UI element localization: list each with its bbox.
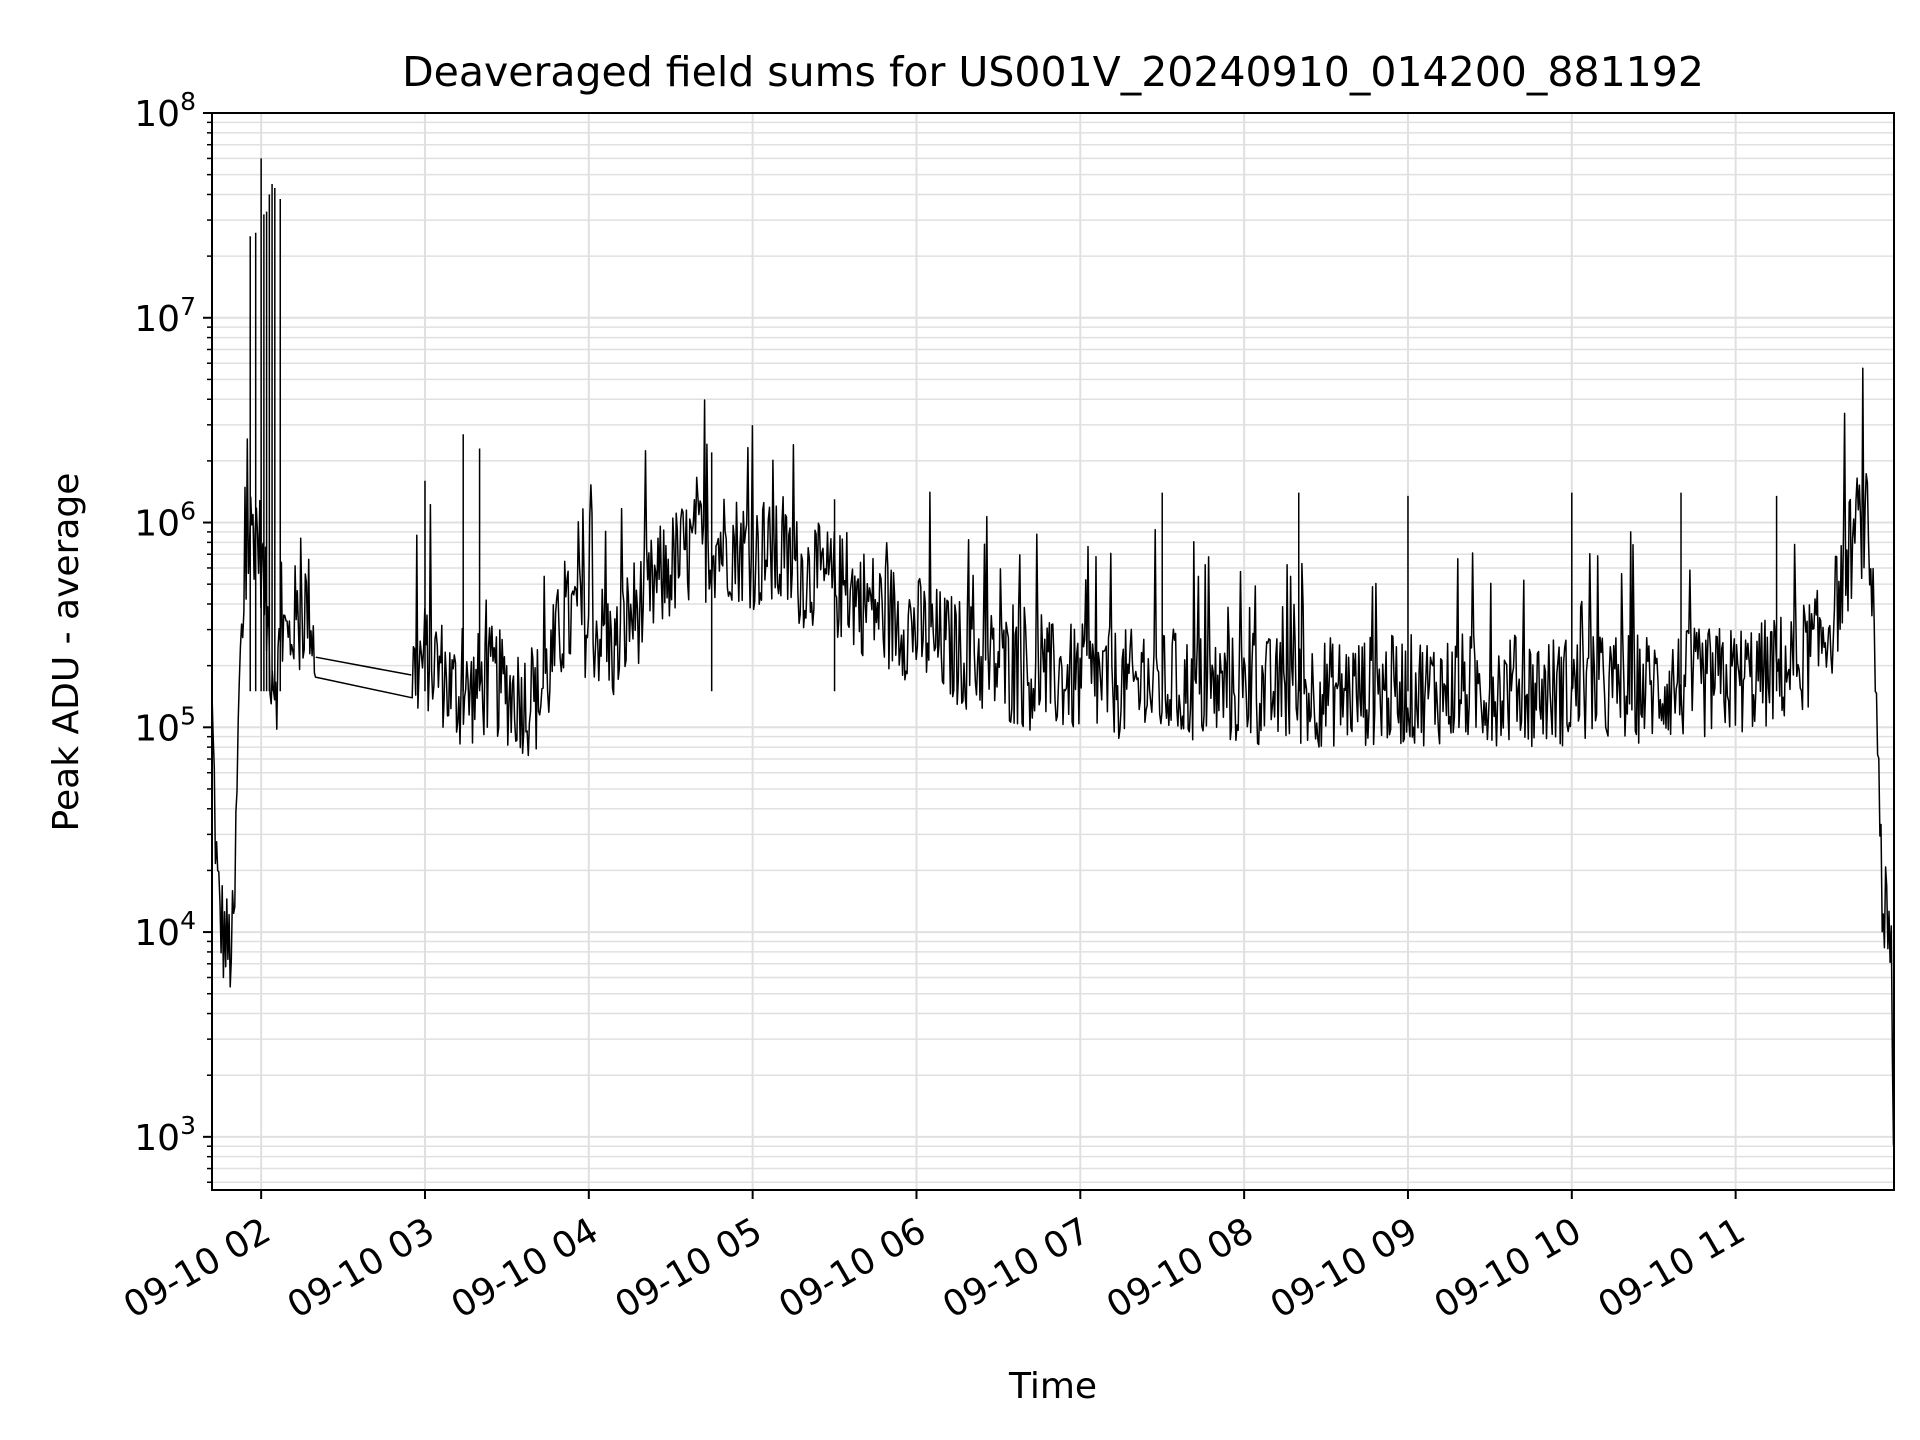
x-axis-label: Time bbox=[1008, 1366, 1097, 1407]
y-tick-label: 108 bbox=[134, 87, 196, 135]
plot-frame bbox=[211, 112, 1895, 1191]
y-tick-label: 103 bbox=[134, 1111, 196, 1159]
y-axis-label: Peak ADU - average bbox=[46, 473, 87, 832]
data-layer bbox=[211, 158, 1895, 1146]
y-tick-label: 104 bbox=[134, 906, 196, 954]
y-tick-label: 106 bbox=[134, 497, 196, 545]
y-tick-label: 107 bbox=[134, 292, 196, 340]
series-line bbox=[211, 367, 1895, 1146]
y-tick-label: 105 bbox=[134, 701, 196, 749]
gap-connector bbox=[315, 656, 412, 676]
grid bbox=[212, 112, 1894, 1190]
chart-title: Deaveraged field sums for US001V_2024091… bbox=[402, 48, 1704, 96]
